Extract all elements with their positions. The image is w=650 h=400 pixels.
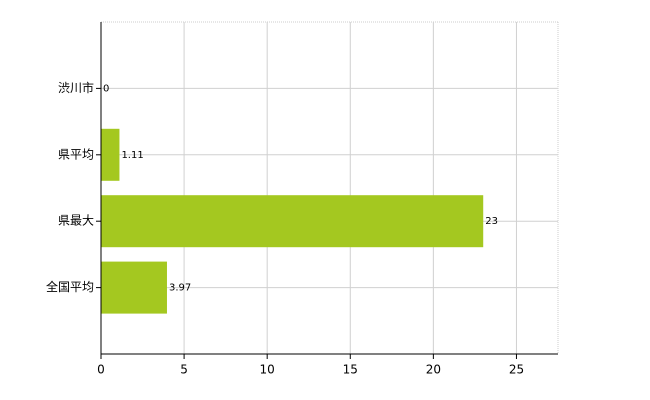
y-tick-label: 県平均: [58, 147, 94, 161]
x-tick-label: 0: [97, 363, 105, 377]
x-tick-label: 5: [180, 363, 188, 377]
value-label: 3.97: [169, 283, 191, 294]
x-tick-label: 20: [426, 363, 441, 377]
y-tick-label: 県最大: [58, 214, 94, 228]
x-tick-label: 15: [343, 363, 358, 377]
value-label: 0: [103, 83, 109, 94]
y-tick-label: 渋川市: [58, 80, 94, 95]
value-label: 23: [485, 216, 498, 227]
x-tick-label: 10: [260, 363, 275, 377]
bar: [101, 128, 120, 181]
x-tick-label: 25: [509, 363, 524, 377]
y-tick-label: 全国平均: [46, 279, 94, 294]
bar: [101, 261, 167, 314]
bar: [101, 195, 484, 248]
value-label: 1.11: [121, 150, 143, 161]
